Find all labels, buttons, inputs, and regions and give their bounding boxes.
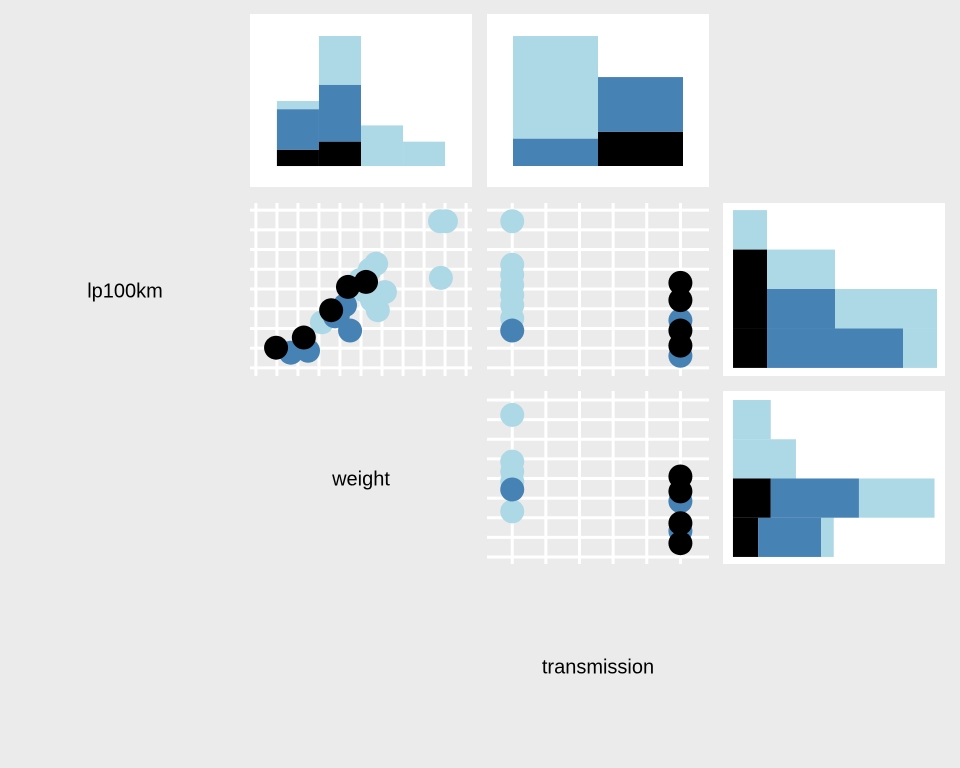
point [668,270,693,295]
histogram-bar [767,289,836,329]
variable-label: transmission [542,656,654,678]
histogram-bar [403,141,446,167]
histogram-bar [732,517,759,557]
histogram-bar [758,517,822,557]
histogram-bar [732,400,771,440]
histogram-bar [733,289,768,329]
histogram-bar [733,328,768,368]
histogram-bar [732,478,771,518]
histogram-bar [361,125,404,167]
point [433,209,458,234]
point [500,209,525,234]
point [668,531,693,556]
histogram-bar [732,439,796,479]
histogram-bar [767,249,836,290]
histogram-bar [733,210,768,250]
histogram-bar [821,517,834,557]
histogram-bar [318,141,361,167]
point [668,333,693,358]
bar [513,36,598,139]
point [264,335,289,360]
point [428,265,453,290]
histogram-bar [318,36,361,85]
variable-label: lp100km [87,280,163,302]
histogram-bar [276,109,319,150]
bar [598,131,683,166]
point [668,511,693,536]
histogram-bar [770,478,859,518]
point [668,479,693,504]
point [668,288,693,313]
point [500,402,525,427]
point [500,477,525,502]
point [500,318,525,343]
histogram-bar [903,328,938,368]
bar [598,77,683,132]
histogram-bar [733,249,768,290]
histogram-bar [835,289,938,329]
histogram-bar [318,84,361,142]
histogram-bar [858,478,935,518]
variable-label: weight [331,468,390,490]
point [319,298,344,323]
point [500,499,525,524]
histogram-bar [767,328,904,368]
point [354,269,379,294]
point [291,325,316,350]
point [335,274,360,299]
histogram-bar [276,149,319,167]
bar [513,138,598,166]
histogram-bar [276,101,319,110]
